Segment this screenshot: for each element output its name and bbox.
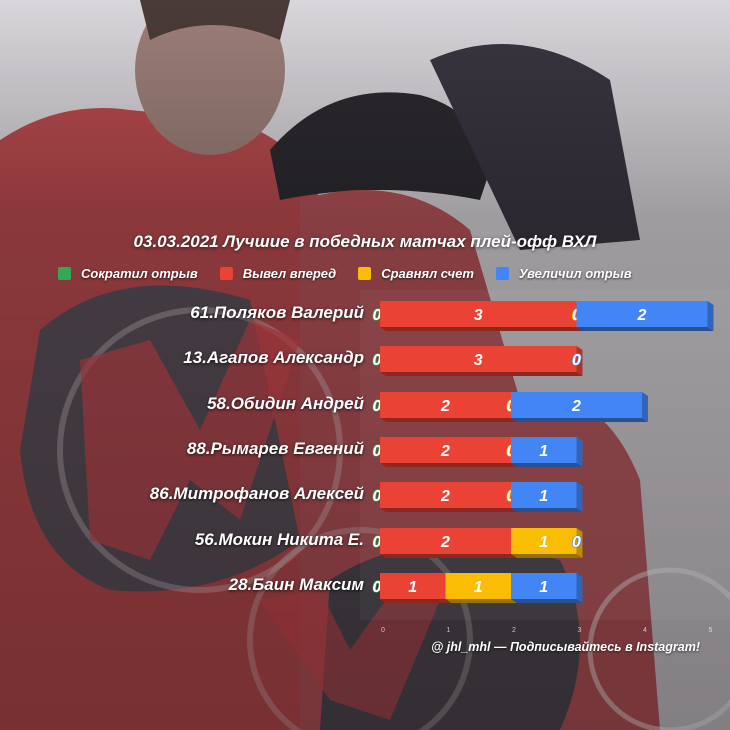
bar-zero-label: 0 bbox=[373, 352, 382, 369]
bar-segment-shadow bbox=[380, 508, 517, 512]
bar-segment bbox=[445, 573, 511, 599]
legend-swatch-blue bbox=[495, 267, 509, 280]
bar-segment-shadow bbox=[511, 418, 648, 422]
bar-zero-label: 0 bbox=[373, 307, 382, 324]
player-label: 28.Баин Максим bbox=[228, 575, 364, 594]
legend: Сократил отрыв Вывел вперед Сравнял счет… bbox=[58, 266, 690, 281]
bar-segment bbox=[380, 392, 511, 418]
bar-segment bbox=[380, 573, 446, 599]
legend-item-tied-score: Сравнял счет bbox=[358, 266, 474, 281]
bar-segment-shadow bbox=[380, 554, 517, 558]
bar-segment bbox=[511, 573, 577, 599]
legend-label: Увеличил отрыв bbox=[518, 266, 632, 281]
bar-value-label: 2 bbox=[440, 398, 450, 415]
bar-segment-side bbox=[576, 482, 583, 512]
bar-value-label: 1 bbox=[539, 488, 548, 505]
player-label: 58.Обидин Андрей bbox=[207, 394, 364, 413]
bar-segment bbox=[380, 346, 577, 372]
bar-segment bbox=[380, 301, 577, 327]
bar-zero-label: 0 bbox=[373, 443, 382, 460]
bar-segment-side bbox=[707, 301, 714, 331]
bar-value-label: 2 bbox=[440, 534, 450, 551]
bar-segment-shadow bbox=[511, 463, 583, 467]
bar-zero-label: 0 bbox=[373, 534, 382, 551]
chart-title: 03.03.2021 Лучшие в победных матчах плей… bbox=[133, 232, 597, 251]
bar-segment bbox=[380, 482, 511, 508]
x-tick-label: 5 bbox=[709, 627, 713, 634]
bar-value-label: 1 bbox=[539, 579, 548, 596]
bar-segment bbox=[511, 392, 642, 418]
player-label: 86.Митрофанов Алексей bbox=[149, 484, 364, 503]
x-tick-label: 3 bbox=[578, 627, 582, 634]
bar-segment-shadow bbox=[445, 599, 517, 603]
instagram-credit: @ jhl_mhl — Подписывайтесь в Instagram! bbox=[431, 640, 700, 654]
x-tick-label: 0 bbox=[381, 627, 385, 634]
bar-segment-shadow bbox=[511, 554, 583, 558]
bar-segment-shadow bbox=[511, 508, 583, 512]
bar-zero-label: 0 bbox=[373, 488, 382, 505]
bar-zero-label: 0 bbox=[572, 534, 581, 551]
legend-swatch-red bbox=[219, 267, 233, 280]
bar-value-label: 1 bbox=[539, 534, 548, 551]
bar-value-label: 1 bbox=[408, 579, 417, 596]
bar-zero-label: 0 bbox=[572, 352, 581, 369]
bar-segment-side bbox=[642, 392, 648, 422]
bar-segment-side bbox=[576, 573, 583, 603]
bar-value-label: 3 bbox=[474, 352, 483, 369]
player-label: 13.Агапов Александр bbox=[183, 348, 364, 367]
bar-zero-label: 0 bbox=[373, 398, 382, 415]
player-label: 61.Поляков Валерий bbox=[190, 303, 364, 322]
legend-swatch-yellow bbox=[358, 267, 372, 280]
legend-item-reduced-gap: Сократил отрыв bbox=[58, 266, 198, 281]
bar-segment bbox=[380, 437, 511, 463]
bar-segment bbox=[576, 301, 708, 327]
legend-swatch-green bbox=[58, 267, 71, 280]
legend-item-took-lead: Вывел вперед bbox=[219, 266, 337, 281]
bar-segment bbox=[380, 528, 511, 554]
bar-segment bbox=[511, 482, 577, 508]
legend-item-increased-lead: Увеличил отрыв bbox=[495, 266, 632, 281]
bar-value-label: 2 bbox=[440, 443, 450, 460]
player-label: 56.Мокин Никита Е. bbox=[194, 530, 364, 549]
player-label: 88.Рымарев Евгений bbox=[186, 439, 364, 458]
legend-label: Вывел вперед bbox=[242, 266, 337, 281]
legend-label: Сравнял счет bbox=[381, 266, 474, 281]
bar-segment-side bbox=[576, 528, 583, 558]
bar-segment-side bbox=[576, 437, 583, 467]
bar-segment-shadow bbox=[380, 463, 517, 467]
bar-value-label: 2 bbox=[571, 398, 581, 415]
bar-value-label: 1 bbox=[474, 579, 483, 596]
legend-label: Сократил отрыв bbox=[81, 266, 198, 281]
bar-value-label: 1 bbox=[539, 443, 548, 460]
bar-zero-label: 0 bbox=[373, 579, 382, 596]
bar-zero-label: 0 bbox=[572, 352, 581, 369]
x-tick-label: 2 bbox=[512, 627, 516, 634]
bar-segment bbox=[511, 437, 577, 463]
bar-value-label: 2 bbox=[440, 488, 450, 505]
x-tick-label: 4 bbox=[643, 627, 647, 634]
bar-segment bbox=[511, 528, 577, 554]
bar-value-label: 2 bbox=[637, 307, 647, 324]
bar-segment-shadow bbox=[380, 372, 583, 376]
bar-segment-shadow bbox=[380, 599, 452, 603]
bar-segment-shadow bbox=[576, 327, 714, 331]
bar-value-label: 3 bbox=[474, 307, 483, 324]
x-tick-label: 1 bbox=[447, 627, 451, 634]
bar-segment-shadow bbox=[380, 418, 517, 422]
bar-segment-shadow bbox=[511, 599, 583, 603]
bar-segment-shadow bbox=[380, 327, 583, 331]
bar-segment-side bbox=[576, 346, 583, 376]
